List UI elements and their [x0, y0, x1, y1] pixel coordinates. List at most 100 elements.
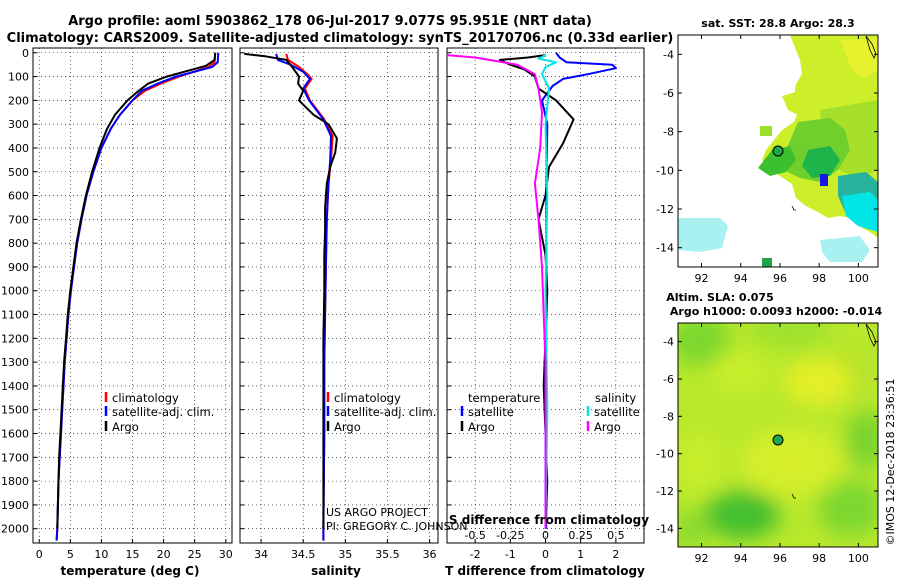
sla-patch [678, 432, 724, 492]
x-tick-label: 2 [612, 548, 619, 561]
lon-tick-label: 92 [695, 552, 709, 565]
depth-tick-label: 500 [8, 166, 29, 179]
x-tick-label: 35 [338, 548, 352, 561]
x-tick-label: 25 [188, 548, 202, 561]
s-difference-label: S difference from climatology [449, 513, 649, 527]
salinity-x-ticks: 34 34.5 35 35.5 36 [254, 548, 437, 561]
x-tick-label: 1 [577, 548, 584, 561]
sla-map-axes: -4 -6 -8 -10 -12 -14 92 94 96 98 100 [656, 323, 878, 565]
sst-patch [762, 258, 772, 267]
x2-tick-label: -0.5 [464, 529, 485, 542]
sla-patch [846, 410, 878, 470]
x-tick-label: 34 [254, 548, 268, 561]
difference-x-ticks: -2 -1 0 1 2 -0.5 -0.25 0 0.25 0.5 [464, 529, 624, 561]
depth-tick-label: 1700 [1, 451, 29, 464]
difference-x-label: T difference from climatology [445, 564, 645, 578]
x-tick-label: 5 [67, 548, 74, 561]
depth-tick-label: 900 [8, 261, 29, 274]
lat-tick-label: -4 [663, 336, 674, 349]
legend-climatology: climatology [334, 391, 401, 405]
legend-salinity: salinity [595, 391, 636, 405]
coastline [791, 205, 796, 211]
lon-tick-label: 98 [812, 272, 826, 285]
title-line-2: Climatology: CARS2009. Satellite-adjuste… [7, 31, 674, 46]
lon-tick-label: 100 [848, 552, 869, 565]
depth-tick-label: 1900 [1, 499, 29, 512]
series-line-satellite-adj-clim- [55, 52, 220, 541]
lon-tick-label: 94 [734, 272, 748, 285]
sst-cold-patch [820, 174, 828, 186]
salinity-legend: climatology satellite-adj. clim. Argo [326, 391, 436, 434]
sst-patch [840, 38, 878, 78]
lat-tick-label: -10 [656, 448, 674, 461]
depth-tick-label: 1800 [1, 475, 29, 488]
lat-tick-label: -6 [663, 87, 674, 100]
difference-series [447, 52, 617, 529]
sst-map-title: sat. SST: 28.8 Argo: 28.3 [701, 17, 854, 30]
x-tick-label: 20 [157, 548, 171, 561]
depth-tick-label: 200 [8, 94, 29, 107]
salinity-grid [240, 48, 438, 543]
x2-tick-label: 0.5 [607, 529, 625, 542]
depth-tick-label: 1600 [1, 428, 29, 441]
series-line-argo [56, 52, 217, 529]
depth-tick-label: 0 [22, 47, 29, 60]
temperature-x-label: temperature (deg C) [61, 564, 200, 578]
lat-tick-label: -8 [663, 410, 674, 423]
x-tick-label: 15 [126, 548, 140, 561]
depth-tick-label: 1400 [1, 380, 29, 393]
sla-patch [710, 350, 770, 394]
temperature-grid [33, 48, 232, 543]
lon-tick-label: 96 [773, 552, 787, 565]
salinity-x-label: salinity [311, 564, 361, 578]
sst-patch [760, 126, 772, 136]
x-tick-label: -1 [505, 548, 516, 561]
sst-patch [678, 218, 728, 252]
series-line-argo [244, 52, 338, 529]
lat-tick-label: -12 [656, 485, 674, 498]
depth-tick-label: 100 [8, 71, 29, 84]
depth-tick-label: 700 [8, 213, 29, 226]
legend-temp-satellite: satellite [468, 405, 514, 419]
title-line-1: Argo profile: aoml 5903862_178 06-Jul-20… [68, 14, 592, 29]
legend-sal-argo: Argo [594, 420, 621, 434]
lat-tick-label: -12 [656, 203, 674, 216]
credit-pi: PI: GREGORY C. JOHNSON [326, 520, 467, 533]
sst-patch [842, 192, 878, 232]
argo-float-marker [772, 145, 784, 157]
x2-tick-label: 0.25 [568, 529, 593, 542]
temperature-legend: climatology satellite-adj. clim. Argo [104, 391, 214, 434]
salinity-panel-frame [239, 47, 439, 544]
sst-patch [758, 146, 796, 176]
legend-temperature: temperature [468, 391, 540, 405]
sla-map-subtitle: Argo h1000: 0.0093 h2000: -0.014 [670, 305, 883, 318]
sst-patch [782, 92, 810, 116]
series-line-temperature-argo [498, 54, 575, 529]
lat-tick-label: -8 [663, 126, 674, 139]
credit-project: US ARGO PROJECT [326, 506, 428, 519]
sst-map-frame [677, 34, 879, 268]
lon-tick-label: 98 [812, 552, 826, 565]
sst-map-axes: -4 -6 -8 -10 -12 -14 92 94 96 98 100 [656, 35, 878, 285]
x-tick-label: 30 [219, 548, 233, 561]
x-tick-label: 0 [36, 548, 43, 561]
sla-patch [740, 428, 844, 496]
temperature-x-ticks: 0 5 10 15 20 25 30 [36, 548, 233, 561]
sla-patch [678, 323, 730, 366]
lat-tick-label: -6 [663, 373, 674, 386]
x-tick-label: 36 [423, 548, 437, 561]
x-tick-label: -2 [470, 548, 481, 561]
sla-patch [704, 491, 780, 539]
lat-tick-label: -4 [663, 48, 674, 61]
series-line-temperature-satellite [541, 52, 617, 529]
imos-timestamp: ©IMOS 12-Dec-2018 23:36:51 [884, 379, 897, 546]
legend-satellite: satellite-adj. clim. [334, 405, 436, 419]
x2-tick-label: -0.25 [496, 529, 524, 542]
depth-tick-label: 800 [8, 237, 29, 250]
sla-map-title: Altim. SLA: 0.075 [666, 291, 773, 304]
depth-tick-label: 1300 [1, 356, 29, 369]
depth-tick-label: 1100 [1, 309, 29, 322]
lat-tick-label: -10 [656, 164, 674, 177]
